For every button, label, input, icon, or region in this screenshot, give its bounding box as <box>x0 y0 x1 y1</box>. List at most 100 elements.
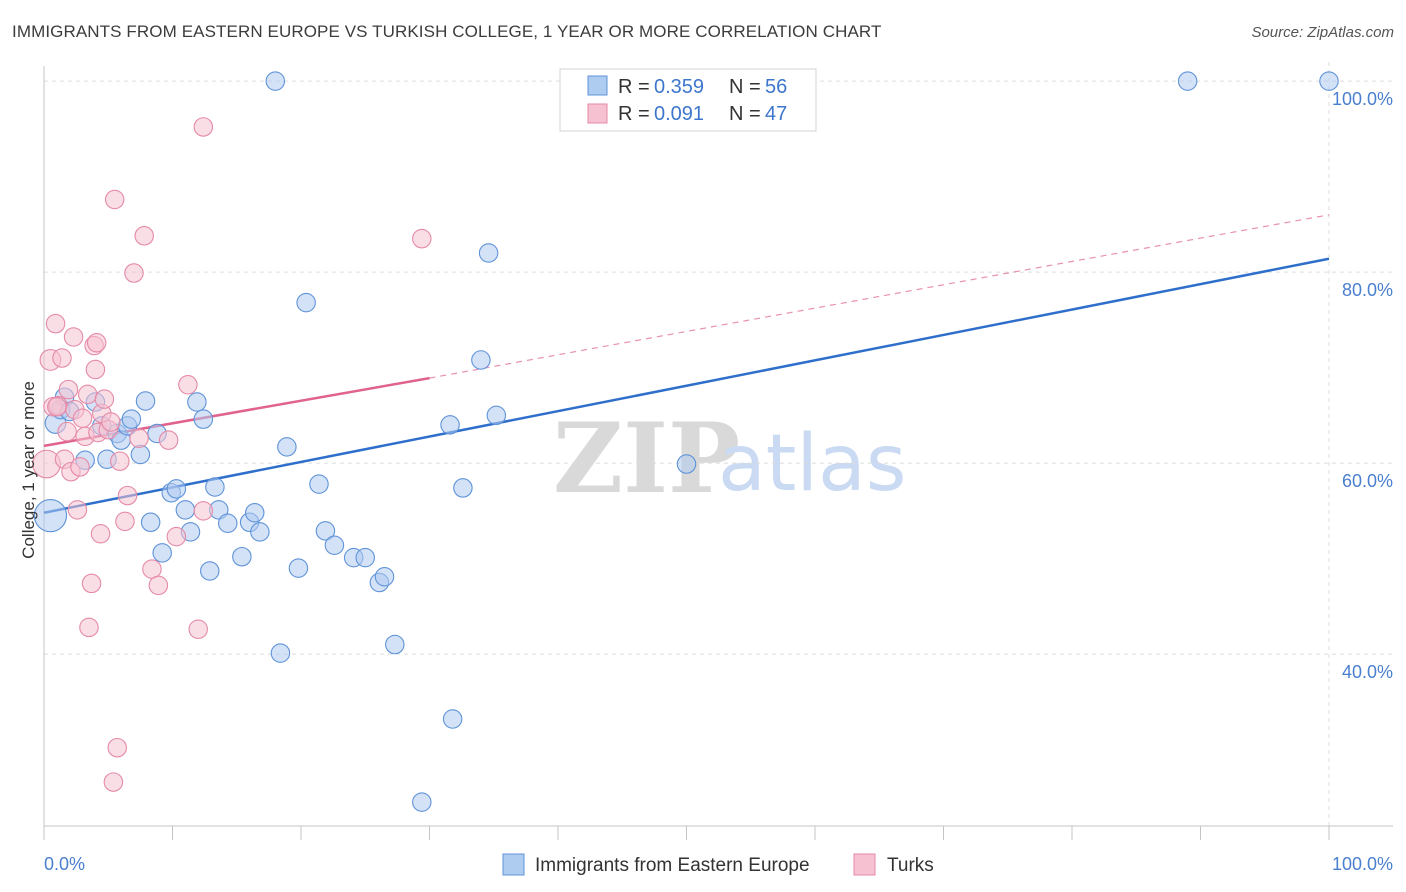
source-credit: Source: ZipAtlas.com <box>1251 24 1394 41</box>
axes <box>43 66 1393 840</box>
legend-n-value-blue: 56 <box>765 76 787 98</box>
point-turks-10 <box>63 327 84 347</box>
point-turks-12 <box>67 500 88 520</box>
series-eastern-europe <box>33 71 1339 812</box>
point-eastern-europe-39 <box>324 535 345 555</box>
y-tick-label-60: 60.0% <box>1342 471 1393 491</box>
stats-legend: R = 0.359 N = 56 R = 0.091 N = 47 <box>559 68 817 132</box>
point-turks-43 <box>193 501 214 521</box>
point-eastern-europe-28 <box>232 546 252 567</box>
point-eastern-europe-50 <box>478 243 499 263</box>
point-turks-14 <box>72 408 93 428</box>
legend-swatch-blue <box>587 75 608 96</box>
watermark-atlas: atlas <box>718 419 907 509</box>
point-turks-37 <box>142 559 162 579</box>
point-eastern-europe-17 <box>152 543 172 563</box>
point-turks-13 <box>70 457 90 477</box>
point-turks-33 <box>117 485 138 506</box>
point-turks-29 <box>104 189 125 210</box>
legend-r-label-blue: R = <box>618 76 650 98</box>
point-eastern-europe-20 <box>175 500 196 520</box>
point-eastern-europe-49 <box>471 350 491 370</box>
point-turks-16 <box>77 384 98 405</box>
point-turks-3 <box>45 313 66 334</box>
point-turks-45 <box>412 228 432 249</box>
y-tick-label-40: 40.0% <box>1342 662 1393 682</box>
legend-r-value-blue: 0.359 <box>654 76 704 98</box>
point-turks-41 <box>178 375 198 395</box>
point-turks-20 <box>85 359 106 380</box>
legend-n-label-blue: N = <box>729 76 761 98</box>
point-eastern-europe-43 <box>374 566 395 587</box>
point-eastern-europe-52 <box>676 454 697 474</box>
point-turks-42 <box>188 619 208 640</box>
x-tick-label-max: 100.0% <box>1332 854 1393 874</box>
series-turks <box>32 117 432 792</box>
point-eastern-europe-38 <box>315 521 336 541</box>
legend-n-value-pink: 47 <box>765 103 787 125</box>
point-turks-40 <box>166 526 187 547</box>
point-turks-27 <box>101 412 121 432</box>
legend-swatch-pink <box>587 103 608 124</box>
point-eastern-europe-32 <box>265 71 286 91</box>
point-turks-31 <box>110 451 130 471</box>
series-legend-swatch-eastern-europe <box>502 853 525 876</box>
point-eastern-europe-27 <box>218 513 238 534</box>
legend-n-label-pink: N = <box>729 103 761 125</box>
point-turks-30 <box>107 737 127 758</box>
point-eastern-europe-47 <box>442 709 463 729</box>
point-eastern-europe-14 <box>135 391 156 411</box>
series-legend-label-turks: Turks <box>887 855 934 876</box>
point-eastern-europe-41 <box>355 547 375 568</box>
point-turks-25 <box>94 389 115 409</box>
series-legend-swatch-turks <box>853 853 876 876</box>
point-eastern-europe-44 <box>385 634 405 655</box>
point-eastern-europe-33 <box>270 643 291 663</box>
watermark: ZIP atlas <box>553 402 907 515</box>
point-eastern-europe-35 <box>288 558 309 578</box>
point-turks-8 <box>58 379 79 400</box>
point-eastern-europe-15 <box>140 512 161 533</box>
point-turks-32 <box>115 511 135 532</box>
x-tick-label-min: 0.0% <box>44 854 85 874</box>
point-turks-18 <box>81 573 102 594</box>
point-turks-5 <box>52 348 72 368</box>
point-eastern-europe-46 <box>440 415 460 435</box>
point-turks-21 <box>86 333 107 353</box>
series-legend: Immigrants from Eastern Europe Turks <box>502 853 934 876</box>
point-turks-36 <box>134 226 154 246</box>
chart-title: IMMIGRANTS FROM EASTERN EUROPE VS TURKIS… <box>12 22 882 41</box>
legend-r-value-pink: 0.091 <box>654 103 704 125</box>
point-turks-34 <box>124 263 144 283</box>
point-eastern-europe-0 <box>33 498 68 533</box>
point-eastern-europe-31 <box>250 522 270 542</box>
y-axis-title: College, 1 year or more <box>19 381 38 559</box>
point-turks-7 <box>57 421 77 442</box>
x-tick-labels: 0.0% 100.0% <box>44 854 1393 874</box>
point-eastern-europe-45 <box>412 792 432 812</box>
point-eastern-europe-51 <box>486 405 507 426</box>
point-turks-28 <box>103 772 124 792</box>
point-eastern-europe-36 <box>296 292 316 313</box>
point-turks-39 <box>158 430 179 450</box>
point-turks-23 <box>90 524 111 544</box>
point-eastern-europe-23 <box>193 409 214 429</box>
point-turks-35 <box>129 428 149 449</box>
trend-line-turks-extension <box>429 214 1330 379</box>
y-tick-labels: 40.0% 60.0% 80.0% 100.0% <box>1332 89 1393 682</box>
point-eastern-europe-54 <box>1319 71 1339 91</box>
watermark-zip: ZIP <box>553 402 740 515</box>
point-turks-46 <box>47 397 67 417</box>
point-eastern-europe-53 <box>1177 71 1198 91</box>
point-eastern-europe-13 <box>130 444 151 465</box>
point-turks-17 <box>79 617 99 638</box>
series-legend-label-eastern-europe: Immigrants from Eastern Europe <box>535 855 810 876</box>
legend-r-label-pink: R = <box>618 103 650 125</box>
point-eastern-europe-25 <box>205 477 225 497</box>
point-eastern-europe-48 <box>453 478 473 498</box>
point-turks-44 <box>193 117 214 137</box>
data-points <box>32 71 1339 812</box>
point-turks-38 <box>148 575 169 596</box>
